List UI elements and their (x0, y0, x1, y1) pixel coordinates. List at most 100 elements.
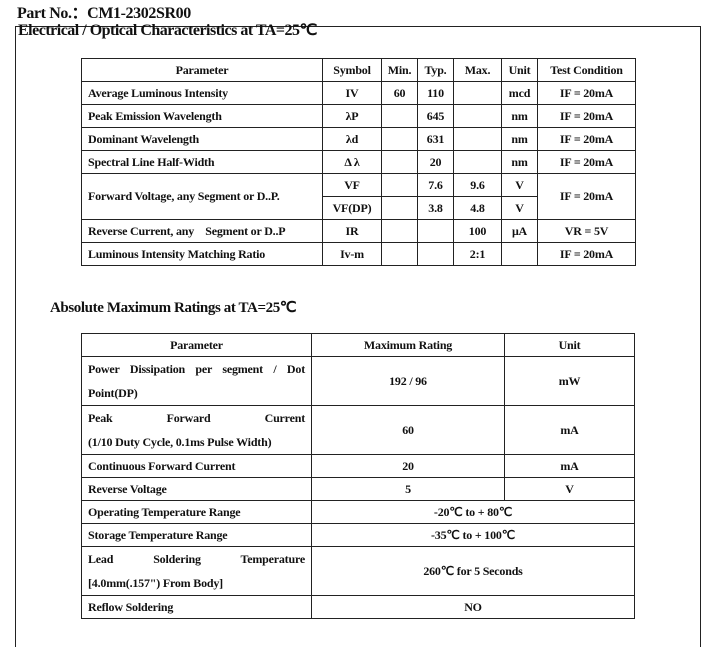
table-cell: mA (504, 405, 635, 455)
table-cell (453, 104, 502, 128)
absolute-ratings-table: Parameter Maximum Rating Unit Power Dissipa… (81, 333, 635, 619)
parameter-line: Lead Soldering Temperature (88, 552, 305, 566)
table-row: Reverse Current, any Segment or D..P IR 10… (81, 219, 636, 243)
table-cell (381, 242, 418, 266)
header-row: Parameter Symbol Min. Typ. Max. Unit Test Cond… (81, 58, 636, 82)
table-cell: 2:1 (453, 242, 502, 266)
parameter-line: Power Dissipation per segment / Dot (88, 362, 305, 376)
table-cell: IF = 20mA (537, 150, 636, 174)
parameter-line: Reverse Voltage (88, 481, 167, 496)
table-cell: Storage Temperature Range (81, 523, 312, 547)
table-cell: Power Dissipation per segment / Dot Point… (81, 356, 312, 406)
table-cell: IF = 20mA (537, 104, 636, 128)
table-cell: Spectral Line Half-Width (81, 150, 323, 174)
table-cell (381, 173, 418, 197)
parameter-line: (1/10 Duty Cycle, 0.1ms Pulse Width) (88, 435, 272, 449)
table-cell: Forward Voltage, any Segment or D..P. (81, 173, 323, 220)
table-cell: Iv-m (322, 242, 382, 266)
table-cell (453, 127, 502, 151)
table-cell (381, 196, 418, 220)
table-cell: VR = 5V (537, 219, 636, 243)
table-cell: IV (322, 81, 382, 105)
column-header: Parameter (81, 333, 312, 357)
parameter-line: Continuous Forward Current (88, 458, 236, 473)
table-cell: V (504, 477, 635, 501)
table-cell: 20 (311, 454, 505, 478)
parameter-line: Operating Temperature Range (88, 504, 241, 519)
table-cell: 60 (381, 81, 418, 105)
table-cell (381, 127, 418, 151)
parameter-line: Peak Forward Current (88, 411, 305, 425)
table-cell: nm (501, 127, 538, 151)
table-cell: Peak Emission Wavelength (81, 104, 323, 128)
table-cell: λd (322, 127, 382, 151)
table-cell: 100 (453, 219, 502, 243)
table-cell: 631 (417, 127, 454, 151)
table-row: Luminous Intensity Matching Ratio Iv-m 2:1… (81, 242, 636, 266)
table-cell: 3.8 (417, 196, 454, 220)
table-cell: mcd (501, 81, 538, 105)
table-cell: λP (322, 104, 382, 128)
column-header: Unit (501, 58, 538, 82)
table-cell: nm (501, 150, 538, 174)
table-row: Continuous Forward Current 20 mA (81, 454, 635, 478)
table-cell: 5 (311, 477, 505, 501)
table-row: Spectral Line Half-Width Δ λ 20 nm IF = 20mA (81, 150, 636, 174)
column-header: Min. (381, 58, 418, 82)
table-row: Reverse Voltage 5 V (81, 477, 635, 501)
table-cell: Reflow Soldering (81, 595, 312, 619)
column-header: Maximum Rating (311, 333, 505, 357)
table-cell (381, 150, 418, 174)
table-cell: Operating Temperature Range (81, 500, 312, 524)
table-cell (381, 104, 418, 128)
parameter-line: Point(DP) (88, 386, 138, 400)
table-cell: VF(DP) (322, 196, 382, 220)
table-cell: Peak Forward Current (1/10 Duty Cycle, 0.… (81, 405, 312, 455)
table-cell: IF = 20mA (537, 173, 636, 220)
parameter-line: [4.0mm(.157") From Body] (88, 576, 223, 590)
table-row: Storage Temperature Range -35℃ to + 100℃ (81, 523, 635, 547)
table-cell: 645 (417, 104, 454, 128)
table-cell: 20 (417, 150, 454, 174)
table-cell: 7.6 (417, 173, 454, 197)
table-cell: Luminous Intensity Matching Ratio (81, 242, 323, 266)
column-header: Unit (504, 333, 635, 357)
table-cell: NO (311, 595, 635, 619)
table-cell (381, 219, 418, 243)
table-cell: 60 (311, 405, 505, 455)
header-row: Parameter Maximum Rating Unit (81, 333, 635, 357)
table-row: Average Luminous Intensity IV 60 110 mcd IF =… (81, 81, 636, 105)
table-cell: Reverse Current, any Segment or D..P (81, 219, 323, 243)
table-row: Peak Forward Current (1/10 Duty Cycle, 0.… (81, 405, 635, 455)
electrical-table: Parameter Symbol Min. Typ. Max. Unit Test Cond… (81, 58, 636, 266)
table-cell: IF = 20mA (537, 81, 636, 105)
table-cell (417, 242, 454, 266)
table-cell: μA (501, 219, 538, 243)
table-row: Reflow Soldering NO (81, 595, 635, 619)
content-frame (15, 26, 701, 647)
table-row: Dominant Wavelength λd 631 nm IF = 20mA (81, 127, 636, 151)
table-cell: V (501, 196, 538, 220)
table-cell: mA (504, 454, 635, 478)
table-row: Peak Emission Wavelength λP 645 nm IF = 20mA (81, 104, 636, 128)
table-row: Power Dissipation per segment / Dot Point… (81, 356, 635, 406)
absolute-title: Absolute Maximum Ratings at TA=25℃ (50, 300, 297, 316)
table-cell: nm (501, 104, 538, 128)
column-header: Parameter (81, 58, 323, 82)
table-cell: Δ λ (322, 150, 382, 174)
part-number: Part No.：CM1-2302SR00 (17, 5, 191, 22)
table-cell: IR (322, 219, 382, 243)
table-cell: 260℃ for 5 Seconds (311, 546, 635, 596)
table-cell: IF = 20mA (537, 127, 636, 151)
table-cell: Continuous Forward Current (81, 454, 312, 478)
table-cell: 192 / 96 (311, 356, 505, 406)
table-cell: IF = 20mA (537, 242, 636, 266)
parameter-line: Storage Temperature Range (88, 527, 228, 542)
table-cell: -20℃ to + 80℃ (311, 500, 635, 524)
table-row: Operating Temperature Range -20℃ to + 80℃ (81, 500, 635, 524)
table-cell (417, 219, 454, 243)
table-cell (453, 150, 502, 174)
table-cell: Reverse Voltage (81, 477, 312, 501)
column-header: Symbol (322, 58, 382, 82)
table-cell: 4.8 (453, 196, 502, 220)
